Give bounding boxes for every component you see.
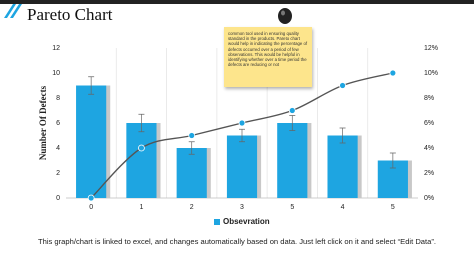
y2-tick-label: 12% xyxy=(424,45,438,52)
y2-tick-label: 10% xyxy=(424,70,438,77)
bar xyxy=(126,123,157,198)
line-marker xyxy=(389,69,397,77)
legend-swatch xyxy=(214,219,220,225)
legend-label: Obsevration xyxy=(223,217,270,226)
x-tick-label: 2 xyxy=(190,204,194,211)
y-axis-label: Number Of Defects xyxy=(38,85,48,160)
y-tick-label: 10 xyxy=(52,70,60,77)
error-bar xyxy=(289,115,296,131)
line-marker xyxy=(138,144,145,152)
error-bar xyxy=(88,76,95,95)
error-bar xyxy=(339,127,346,144)
error-bar xyxy=(188,141,195,155)
bar xyxy=(277,123,308,198)
error-bar xyxy=(138,113,145,133)
bar xyxy=(76,85,107,198)
x-tick-label: 0 xyxy=(89,204,93,211)
bar xyxy=(327,135,358,198)
x-tick-label: 5 xyxy=(391,204,395,211)
decor-stripe xyxy=(4,4,16,18)
y-tick-label: 8 xyxy=(56,95,60,102)
y2-tick-label: 6% xyxy=(424,120,434,127)
y-tick-label: 12 xyxy=(52,45,60,52)
bar xyxy=(176,148,207,198)
error-bar xyxy=(389,152,396,169)
line-marker xyxy=(339,82,346,89)
y-tick-label: 4 xyxy=(56,145,60,152)
sticky-note: common tool used in ensuring quality sta… xyxy=(224,27,312,87)
line-marker xyxy=(188,132,196,139)
y2-tick-label: 2% xyxy=(424,170,434,177)
y-tick-label: 6 xyxy=(56,120,60,127)
y2-tick-label: 8% xyxy=(424,95,434,102)
bar xyxy=(226,135,258,198)
chart-title: Pareto Chart xyxy=(27,5,113,24)
x-tick-label: 4 xyxy=(341,204,345,211)
line-marker xyxy=(238,119,246,127)
y-tick-label: 2 xyxy=(56,170,60,177)
decor-stripe xyxy=(10,4,22,18)
line-marker xyxy=(87,194,95,202)
x-tick-label: 5 xyxy=(290,204,294,211)
x-tick-label: 1 xyxy=(139,204,143,211)
error-bar xyxy=(239,128,245,143)
footer: This graph/chart is linked to excel, and… xyxy=(37,237,437,246)
y-tick-label: 0 xyxy=(56,195,60,202)
x-tick-label: 3 xyxy=(240,204,244,211)
y2-tick-label: 0% xyxy=(424,195,434,202)
line-marker xyxy=(288,107,296,114)
top-bar xyxy=(0,0,474,4)
y2-tick-label: 4% xyxy=(424,145,434,152)
